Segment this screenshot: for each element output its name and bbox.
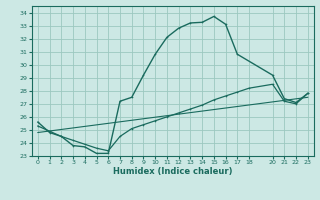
X-axis label: Humidex (Indice chaleur): Humidex (Indice chaleur) [113,167,233,176]
